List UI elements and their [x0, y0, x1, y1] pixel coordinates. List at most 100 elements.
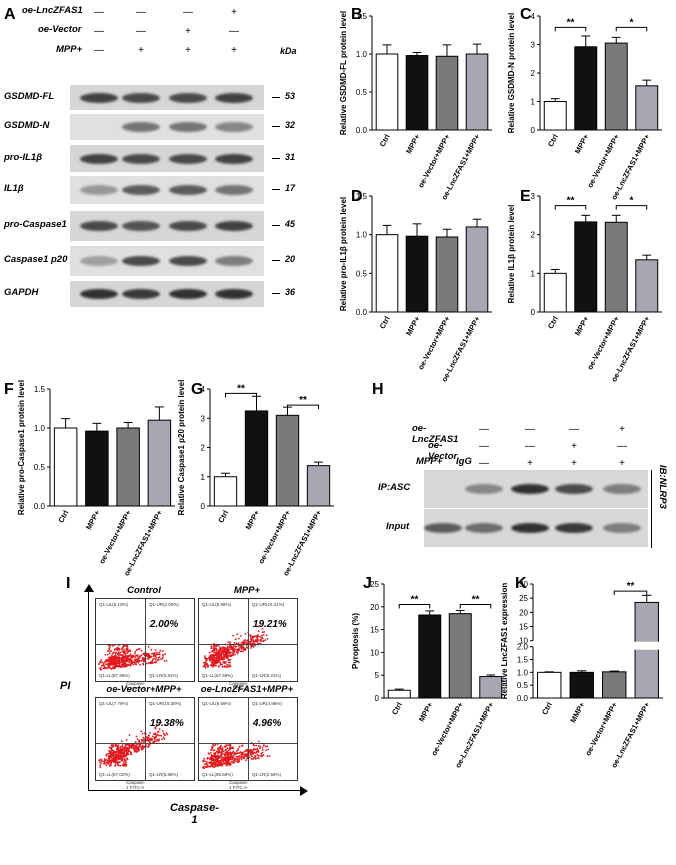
- y-axis-label: Relative pro-IL1β protein level: [339, 197, 348, 311]
- cell-dot: [236, 648, 239, 651]
- cell-dot: [100, 668, 102, 671]
- cell-dot: [252, 636, 255, 639]
- cell-dot: [155, 657, 158, 659]
- cell-dot: [142, 736, 145, 739]
- cell-dot: [124, 745, 127, 748]
- cell-dot: [203, 665, 206, 668]
- cell-dot: [128, 649, 131, 652]
- cell-dot: [240, 635, 242, 637]
- cell-dot: [212, 656, 215, 659]
- cell-dot: [212, 645, 215, 648]
- quadrant-line-h: [199, 644, 297, 646]
- protein-band: [215, 153, 253, 164]
- condition-sign: —: [525, 424, 535, 435]
- cell-dot: [127, 655, 129, 658]
- cell-dot: [220, 656, 223, 659]
- cell-dot: [225, 655, 228, 658]
- cell-dot: [161, 657, 163, 660]
- cell-dot: [103, 761, 106, 763]
- cell-dot: [99, 764, 101, 767]
- y-tick-label: 0.0: [34, 502, 46, 511]
- cell-dot: [212, 661, 215, 663]
- cell-dot: [210, 656, 212, 659]
- cell-dot: [217, 660, 219, 662]
- cell-dot: [234, 638, 237, 641]
- cell-dot: [130, 656, 133, 659]
- cell-dot: [149, 662, 151, 665]
- cell-dot: [140, 745, 143, 748]
- cell-dot: [114, 662, 117, 665]
- cell-dot: [142, 663, 145, 666]
- cell-dot: [100, 762, 103, 765]
- cell-dot: [113, 656, 116, 659]
- cell-dot: [110, 761, 113, 763]
- cell-dot: [137, 747, 139, 750]
- quadrant-ur: Q1-UR(19.38%): [149, 701, 182, 706]
- cell-dot: [153, 661, 156, 664]
- bar: [275, 414, 300, 507]
- y-tick-label: 15: [370, 626, 379, 635]
- cell-dot: [165, 732, 168, 734]
- cell-dot: [117, 653, 120, 656]
- cell-dot: [136, 660, 139, 663]
- cell-dot: [262, 634, 265, 636]
- cell-dot: [235, 648, 237, 651]
- protein-band: [80, 92, 118, 103]
- scatter-dots: [202, 739, 271, 770]
- bar: [574, 46, 598, 131]
- cell-dot: [140, 659, 143, 662]
- category-label: Ctrl: [378, 315, 392, 331]
- category-label: Ctrl: [216, 509, 230, 525]
- cell-dot: [140, 654, 143, 656]
- condition-sign: —: [479, 458, 489, 469]
- cell-dot: [114, 654, 117, 656]
- cell-dot: [158, 651, 161, 654]
- category-label: MPP+: [404, 132, 422, 155]
- cell-dot: [234, 653, 237, 656]
- y-tick-label: 0: [375, 694, 380, 703]
- cell-dot: [251, 755, 253, 758]
- condition-sign: +: [571, 458, 577, 469]
- cell-dot: [217, 650, 220, 653]
- cell-dot: [114, 765, 116, 767]
- cell-dot: [162, 732, 165, 735]
- cell-dot: [146, 655, 149, 657]
- cell-dot: [105, 764, 108, 767]
- cell-dot: [202, 661, 205, 664]
- cell-dot: [153, 652, 156, 654]
- cell-dot: [142, 746, 145, 748]
- bar: [213, 476, 238, 507]
- cell-dot: [204, 657, 207, 660]
- condition-sign: +: [231, 7, 237, 18]
- cell-dot: [212, 659, 215, 662]
- y-tick-label: 3: [531, 41, 536, 50]
- cell-dot: [135, 735, 138, 738]
- cell-dot: [117, 755, 120, 757]
- bar: [543, 272, 567, 313]
- cell-dot: [162, 656, 164, 659]
- cell-dot: [157, 658, 160, 661]
- axis-x-text: Caspase-1 FITC-A: [229, 681, 249, 691]
- protein-band: [215, 289, 253, 299]
- protein-band: [169, 92, 207, 103]
- cell-dot: [260, 754, 263, 757]
- cell-dot: [123, 648, 125, 651]
- cell-dot: [147, 653, 150, 655]
- protein-band: [80, 221, 118, 231]
- cell-dot: [214, 652, 217, 654]
- flow-plot: Q1-UL(5.10%) Q1-UR(2.00%) Q1-LL(87.36%) Q1-…: [95, 598, 195, 682]
- cell-dot: [229, 665, 232, 667]
- significance-label: **: [627, 581, 635, 592]
- cell-dot: [154, 738, 156, 741]
- cell-dot: [150, 662, 153, 665]
- cell-dot: [100, 758, 102, 761]
- cell-dot: [138, 647, 141, 650]
- cell-dot: [209, 654, 212, 657]
- cell-dot: [250, 640, 253, 643]
- y-tick-label: 1.0: [517, 668, 529, 677]
- x-axis-arrow: [88, 790, 303, 791]
- category-label: Ctrl: [546, 315, 560, 331]
- y-tick-label: 20: [370, 603, 379, 612]
- cell-dot: [113, 750, 116, 753]
- condition-sign: —: [136, 7, 146, 18]
